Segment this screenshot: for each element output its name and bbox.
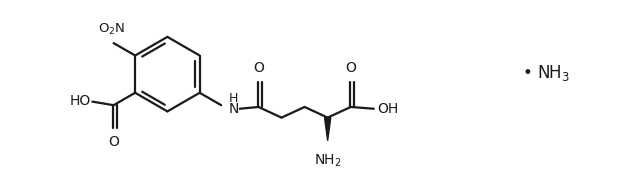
Text: N: N	[228, 102, 239, 116]
Text: O: O	[108, 135, 119, 149]
Polygon shape	[324, 118, 331, 141]
Text: • NH$_3$: • NH$_3$	[522, 63, 570, 83]
Text: O$_2$N: O$_2$N	[98, 22, 125, 37]
Text: OH: OH	[378, 102, 399, 116]
Text: O: O	[253, 61, 264, 75]
Text: HO: HO	[69, 94, 90, 108]
Text: NH$_2$: NH$_2$	[314, 152, 342, 169]
Text: H: H	[229, 92, 238, 105]
Text: O: O	[345, 61, 356, 75]
